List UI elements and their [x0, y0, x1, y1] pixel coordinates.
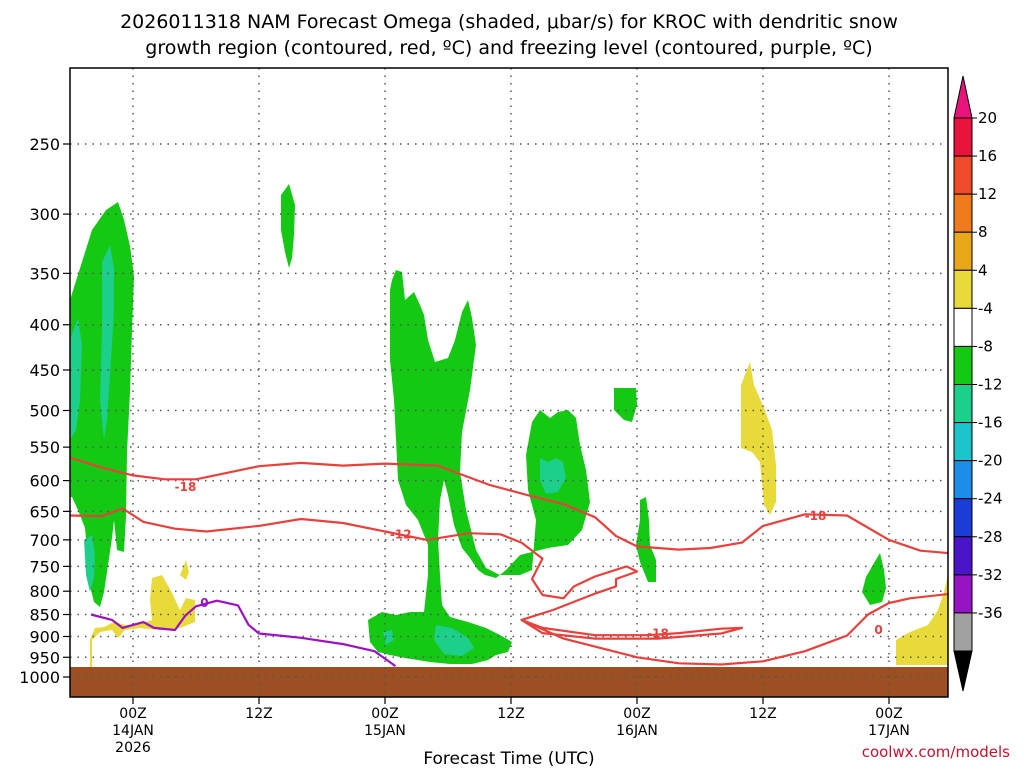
y-tick-label: 350 [29, 264, 60, 283]
colorbar-swatch [953, 155, 973, 195]
colorbar-label: -36 [978, 604, 1003, 622]
x-axis-title: Forecast Time (UTC) [423, 749, 594, 768]
colorbar-swatch [953, 498, 973, 538]
y-tick-label: 700 [29, 531, 60, 550]
contour-label: -18 [805, 509, 827, 523]
omega-region [100, 245, 114, 440]
colorbar-swatch [953, 536, 973, 576]
y-tick-label: 1000 [19, 668, 60, 687]
omega-region [896, 575, 948, 665]
contour-labels: -18 -12 -18 -18 0 0 [175, 480, 883, 641]
x-tick-label: 00Z [371, 706, 398, 722]
chart-title-line1: 2026011318 NAM Forecast Omega (shaded, μ… [120, 11, 898, 33]
x-tick-label: 15JAN [364, 723, 406, 739]
omega-region [368, 270, 590, 664]
plot-background [70, 68, 948, 697]
y-tick-label: 400 [29, 316, 60, 335]
colorbar-swatch [953, 231, 973, 271]
credit-text: coolwx.com/models [862, 743, 1010, 761]
colorbar-swatch [953, 269, 973, 309]
omega-region [741, 362, 776, 515]
y-tick-label: 850 [29, 606, 60, 625]
omega-region [614, 388, 637, 422]
x-tick-label: 17JAN [868, 723, 910, 739]
y-tick-label: 300 [29, 205, 60, 224]
omega-region [90, 575, 195, 667]
colorbar-label: -24 [978, 490, 1003, 508]
colorbar-bottom-arrow [953, 650, 973, 692]
omega-region [180, 560, 189, 580]
colorbar-label: -16 [978, 414, 1003, 432]
colorbar-label: 20 [978, 109, 997, 127]
colorbar-swatch [953, 574, 973, 614]
y-axis: 250 300 350 400 450 500 550 600 650 700 750 800 850 9… [19, 135, 70, 687]
temperature-contours [70, 456, 948, 667]
colorbar-swatch [953, 117, 973, 157]
x-tick-label: 00Z [875, 706, 902, 722]
contour-line [70, 456, 948, 555]
x-tick-label: 00Z [119, 706, 146, 722]
y-tick-label: 450 [29, 361, 60, 380]
x-tick-label: 14JAN [112, 723, 154, 739]
x-tick-label: 2026 [115, 740, 151, 756]
colorbar-label: -4 [978, 299, 993, 317]
omega-region [434, 625, 474, 656]
y-tick-label: 800 [29, 582, 60, 601]
colorbar-swatch [953, 307, 973, 347]
y-tick-label: 900 [29, 627, 60, 646]
contour-label: -18 [175, 480, 197, 494]
y-tick-label: 600 [29, 472, 60, 491]
plot-frame [69, 67, 949, 698]
colorbar-swatch [953, 193, 973, 233]
colorbar-label: 8 [978, 223, 988, 241]
contour-line [520, 618, 744, 640]
colorbar-swatch [953, 384, 973, 424]
omega-region [281, 184, 295, 268]
colorbar-top-arrow [953, 75, 973, 119]
colorbar-swatch [953, 345, 973, 385]
contour-line [90, 599, 397, 667]
contour-line [70, 507, 948, 666]
contour-label: 0 [200, 596, 208, 610]
contour-label: -18 [647, 626, 669, 640]
x-tick-label: 16JAN [616, 723, 658, 739]
x-tick-label: 12Z [497, 706, 524, 722]
x-tick-label: 00Z [623, 706, 650, 722]
colorbar-label: 16 [978, 147, 997, 165]
colorbar-label: 4 [978, 261, 988, 279]
colorbar-label: -12 [978, 376, 1003, 394]
y-tick-label: 250 [29, 135, 60, 154]
colorbar-swatch [953, 460, 973, 500]
x-tick-label: 12Z [245, 706, 272, 722]
colorbar-label: -32 [978, 566, 1003, 584]
y-tick-label: 550 [29, 438, 60, 457]
chart-title-line2: growth region (contoured, red, ºC) and f… [145, 37, 872, 59]
contour-label: 0 [874, 623, 882, 637]
omega-shading [70, 184, 948, 697]
colorbar-label: -28 [978, 528, 1003, 546]
colorbar-swatch [953, 612, 973, 652]
ground-below-surface [70, 667, 948, 697]
y-tick-label: 950 [29, 648, 60, 667]
y-tick-label: 650 [29, 502, 60, 521]
omega-region [636, 497, 656, 582]
y-tick-label: 500 [29, 402, 60, 421]
omega-region [70, 318, 82, 440]
omega-region [540, 458, 566, 494]
x-tick-label: 12Z [749, 706, 776, 722]
colorbar: 20 16 12 8 4 -4 -8 -12 -16 -20 -24 -28 -32 -36 [953, 75, 1003, 692]
colorbar-swatch [953, 422, 973, 462]
colorbar-label: -8 [978, 337, 993, 355]
y-tick-label: 750 [29, 557, 60, 576]
colorbar-label: 12 [978, 185, 997, 203]
contour-label: -12 [390, 527, 412, 541]
colorbar-label: -20 [978, 452, 1003, 470]
omega-region [84, 535, 95, 592]
omega-region [383, 630, 394, 645]
